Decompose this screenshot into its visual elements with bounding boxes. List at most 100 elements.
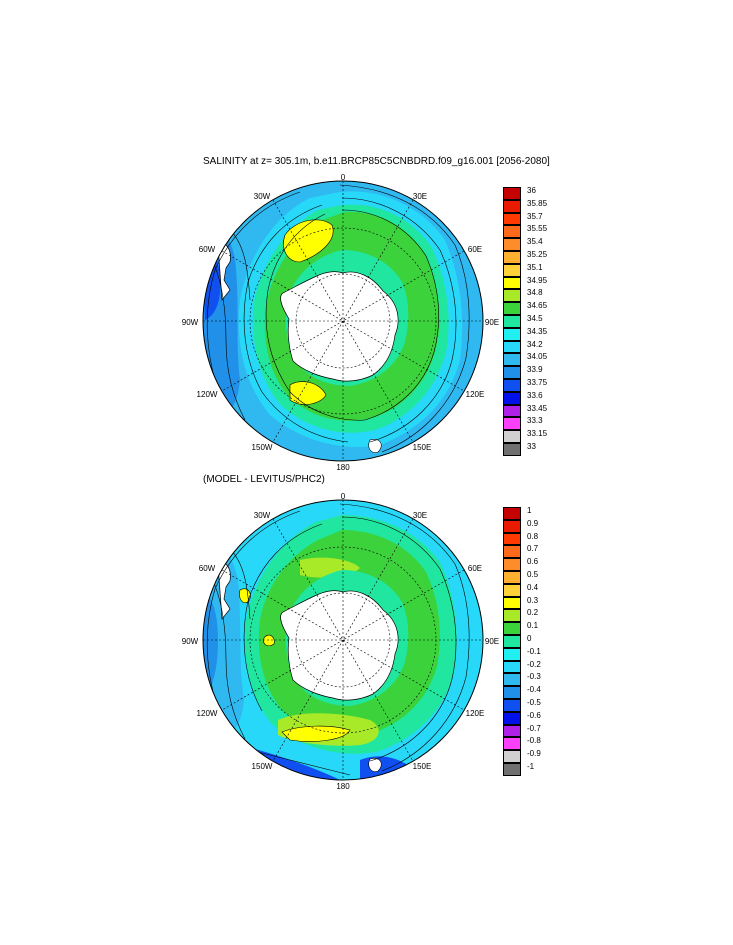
antarctica-landmass (280, 590, 399, 701)
longitude-labels-top: 0 30E 60E 90E 120E 150E 180 150W 120W 90… (182, 173, 499, 472)
colorbar-swatch (503, 379, 521, 392)
colorbar-swatch (503, 609, 521, 623)
lon-label: 180 (336, 782, 350, 791)
difference-map: 0 30E 60E 90E 120E 150E 180 150W 120W 90… (182, 492, 499, 791)
colorbar-swatch (503, 673, 521, 687)
lon-label: 0 (341, 173, 346, 182)
colorbar-label: -0.9 (527, 749, 541, 759)
colorbar-label: 35.4 (527, 237, 543, 247)
colorbar-swatch (503, 187, 521, 200)
colorbar-label: 35.25 (527, 250, 548, 259)
colorbar-label: 33.45 (527, 403, 548, 413)
colorbar-swatch (503, 391, 521, 405)
colorbar-swatch (503, 212, 521, 226)
salinity-colorbar: 36 35.85 35.7 35.55 35.4 35.25 35.1 34.95 34.8 34… (503, 186, 563, 456)
colorbar-swatch (503, 443, 521, 456)
colorbar-label: 0.6 (527, 557, 539, 567)
colorbar-swatch (503, 737, 521, 751)
lon-label: 60W (199, 245, 216, 254)
colorbar-swatch (503, 302, 521, 315)
colorbar-label: 33.75 (527, 378, 548, 387)
colorbar-swatch (503, 571, 521, 584)
lon-label: 30W (254, 511, 271, 520)
lon-label: 60E (468, 564, 482, 573)
colorbar-label: 0.8 (527, 531, 539, 541)
colorbar-swatch (503, 225, 521, 239)
colorbar-label: 35.85 (527, 198, 548, 208)
colorbar-swatch (503, 532, 521, 546)
colorbar-swatch (503, 635, 521, 648)
colorbar-swatch (503, 583, 521, 597)
lon-label: 150E (413, 443, 432, 452)
colorbar-label: -0.6 (527, 710, 541, 720)
difference-colorbar: 1 0.9 0.8 0.7 0.6 0.5 0.4 0.3 0.2 0.1 0 -0.1 -0.2 -0.… (503, 506, 563, 776)
colorbar-swatch (503, 366, 521, 379)
lon-label: 90W (182, 637, 199, 646)
colorbar-swatch (503, 660, 521, 674)
colorbar-swatch (503, 315, 521, 328)
colorbar-swatch (503, 430, 521, 443)
colorbar-swatch (503, 263, 521, 277)
colorbar-label: 0.9 (527, 518, 539, 528)
colorbar-label: 35.1 (527, 262, 543, 272)
colorbar-swatch (503, 596, 521, 610)
colorbar-label: 34.05 (527, 352, 548, 362)
colorbar-label: 0.3 (527, 595, 539, 605)
colorbar-swatch (503, 276, 521, 290)
colorbar-label: 34.65 (527, 301, 548, 311)
colorbar-label: -0.2 (527, 659, 541, 669)
lon-label: 30W (254, 192, 271, 201)
colorbar-swatch (503, 289, 521, 303)
colorbar-label: -0.1 (527, 646, 541, 656)
colorbar-swatch (503, 763, 521, 776)
colorbar-swatch (503, 724, 521, 738)
lon-label: 120E (466, 390, 485, 399)
colorbar-label: -0.7 (527, 723, 541, 733)
lon-label: 120W (197, 390, 218, 399)
salinity-map: 0 30E 60E 90E 120E 150E 180 150W 120W 90… (182, 173, 499, 472)
colorbar-swatch (503, 327, 521, 341)
antarctica-landmass (280, 271, 399, 382)
lon-label: 150W (252, 443, 273, 452)
colorbar-label: 0.1 (527, 621, 539, 631)
colorbar-label: 0 (527, 634, 532, 643)
colorbar-label: 33.3 (527, 416, 543, 426)
colorbar-label: 34.2 (527, 339, 543, 349)
colorbar-label: 33.9 (527, 365, 543, 375)
lon-label: 30E (413, 192, 427, 201)
colorbar-label: 0.4 (527, 582, 539, 592)
lon-label: 90E (485, 637, 499, 646)
colorbar-label: -0.5 (527, 698, 541, 707)
lon-label: 120W (197, 709, 218, 718)
colorbar-label: -0.4 (527, 685, 541, 695)
colorbar-label: -0.8 (527, 736, 541, 746)
lon-label: 180 (336, 463, 350, 472)
colorbar-swatch (503, 711, 521, 725)
colorbar-label: 0.7 (527, 544, 539, 554)
colorbar-swatch (503, 404, 521, 418)
lon-label: 30E (413, 511, 427, 520)
colorbar-swatch (503, 238, 521, 251)
colorbar-label: 0.5 (527, 570, 539, 579)
colorbar-label: 33 (527, 442, 536, 451)
colorbar-label: 34.5 (527, 314, 543, 323)
lon-label: 60E (468, 245, 482, 254)
lon-label: 90E (485, 318, 499, 327)
lon-label: 0 (341, 492, 346, 501)
lon-label: 150W (252, 762, 273, 771)
lon-label: 90W (182, 318, 199, 327)
colorbar-swatch (503, 686, 521, 699)
colorbar-label: 35.55 (527, 224, 548, 234)
colorbar-label: 33.15 (527, 429, 548, 439)
colorbar-label: 34.35 (527, 326, 548, 336)
colorbar-label: 34.8 (527, 288, 543, 298)
longitude-labels-bottom: 0 30E 60E 90E 120E 150E 180 150W 120W 90… (182, 492, 499, 791)
colorbar-swatch (503, 545, 521, 559)
colorbar-label: 34.95 (527, 275, 548, 285)
colorbar-swatch (503, 699, 521, 712)
map-title-difference: (MODEL - LEVITUS/PHC2) (203, 474, 325, 485)
colorbar-swatch (503, 251, 521, 264)
colorbar-swatch (503, 647, 521, 661)
colorbar-swatch (503, 750, 521, 763)
